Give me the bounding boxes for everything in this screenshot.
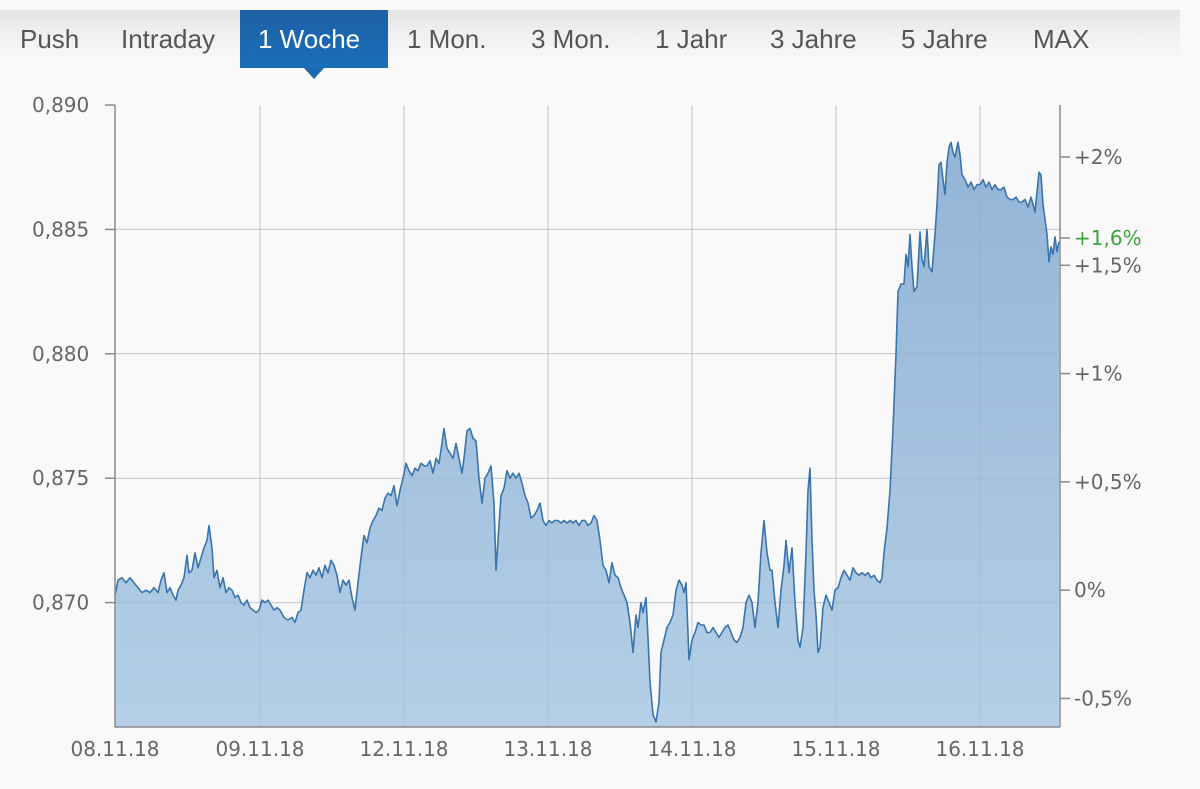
tab-5-jahre[interactable]: 5 Jahre xyxy=(901,10,988,68)
tab-label: 5 Jahre xyxy=(901,24,988,54)
tab-1-woche[interactable]: 1 Woche xyxy=(240,10,388,79)
tab-1-mon[interactable]: 1 Mon. xyxy=(407,10,487,68)
x-axis-date-label: 12.11.18 xyxy=(359,737,448,761)
tab-1-jahr[interactable]: 1 Jahr xyxy=(655,10,727,68)
y-axis-right-label: +0,5% xyxy=(1074,470,1142,494)
active-tab-pointer-icon xyxy=(304,68,324,79)
y-axis-left-label: 0,890 xyxy=(32,93,89,117)
tab-label: 1 Woche xyxy=(258,24,361,54)
price-line[interactable] xyxy=(114,141,1060,723)
period-tab-bar: Push Intraday 1 Woche 1 Mon. 3 Mon. 1 Jahr 3 J… xyxy=(0,10,1180,79)
y-axis-right-label: +1% xyxy=(1074,362,1123,386)
chart-axes xyxy=(105,104,1070,728)
tab-intraday[interactable]: Intraday xyxy=(121,10,215,68)
tab-label: 3 Mon. xyxy=(531,24,611,54)
tab-label: 1 Jahr xyxy=(655,24,728,54)
x-axis-date-label: 13.11.18 xyxy=(503,737,592,761)
tab-label: 1 Mon. xyxy=(407,24,487,54)
x-axis-date-label: 14.11.18 xyxy=(647,737,736,761)
y-axis-right-label: +1,5% xyxy=(1074,253,1142,277)
y-axis-left-label: 0,870 xyxy=(32,591,89,615)
y-axis-right-label: -0,5% xyxy=(1074,686,1132,710)
price-area xyxy=(115,142,1059,728)
tab-push[interactable]: Push xyxy=(20,10,79,68)
tab-label: Intraday xyxy=(121,24,215,54)
x-axis-date-label: 09.11.18 xyxy=(215,737,304,761)
tab-label: Push xyxy=(20,24,80,54)
x-axis-date-label: 08.11.18 xyxy=(70,737,159,761)
y-axis-left-label: 0,875 xyxy=(32,466,89,490)
tab-max[interactable]: MAX xyxy=(1033,10,1089,68)
tab-3-jahre[interactable]: 3 Jahre xyxy=(770,10,857,68)
y-axis-right-label: 0% xyxy=(1074,578,1106,602)
tab-label: MAX xyxy=(1033,24,1090,54)
axis-labels: 0,890 0,885 0,880 0,875 0,870 +2% +1,5% +1% +0,5… xyxy=(32,93,1142,761)
y-axis-left-label: 0,880 xyxy=(32,342,89,366)
x-axis-date-label: 15.11.18 xyxy=(791,737,880,761)
tab-label: 3 Jahre xyxy=(770,24,857,54)
chart-grid-overlay xyxy=(115,105,1060,727)
x-axis-date-label: 16.11.18 xyxy=(935,737,1024,761)
y-axis-left-label: 0,885 xyxy=(32,217,89,241)
tab-3-mon[interactable]: 3 Mon. xyxy=(531,10,611,68)
current-change-label: +1,6% xyxy=(1074,226,1142,250)
y-axis-right-label: +2% xyxy=(1074,145,1123,169)
